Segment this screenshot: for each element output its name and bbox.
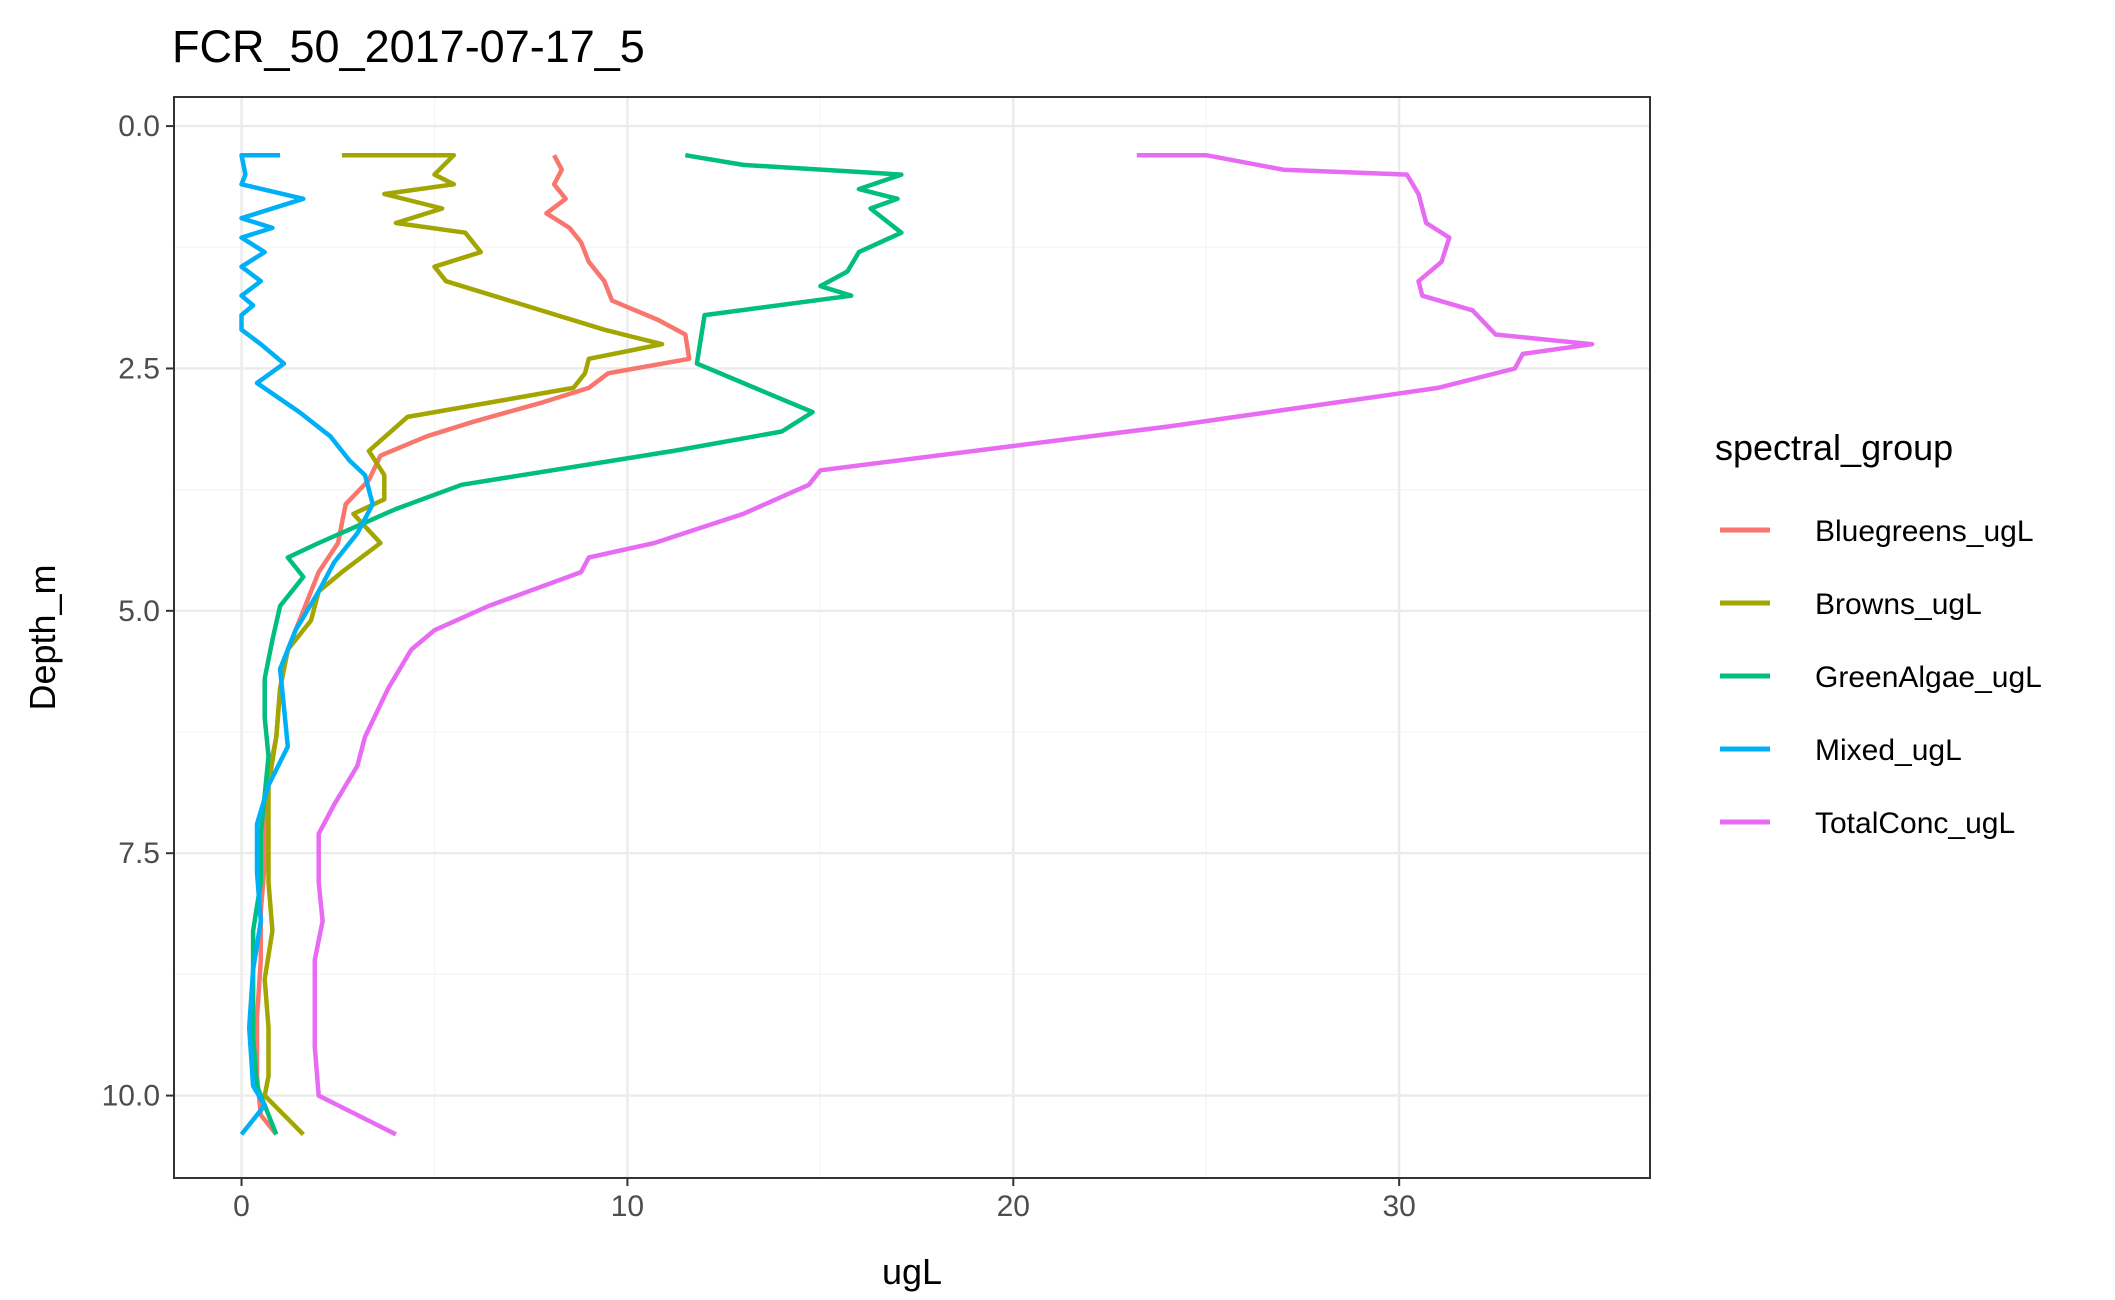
x-tick-label: 30 <box>1382 1190 1415 1223</box>
series-line-totalconc-ugl <box>312 152 1595 1137</box>
plot-panel-border <box>173 96 1651 1179</box>
legend-label-browns-ugl: Browns_ugL <box>1815 588 1982 621</box>
series-line-greenalgae-ugl <box>250 152 904 1136</box>
legend-label-mixed-ugl: Mixed_ugL <box>1815 734 1962 767</box>
y-tick-label: 2.5 <box>118 352 160 385</box>
y-tick-label: 5.0 <box>118 595 160 628</box>
legend: spectral_group Bluegreens_ugL Browns_ugL G… <box>1715 427 2042 840</box>
axes: 0 10 20 30 0.0 2.5 5.0 7.5 10.0 <box>102 110 1416 1223</box>
y-tick-label: 7.5 <box>118 837 160 870</box>
legend-title: spectral_group <box>1715 427 1953 468</box>
series-line-browns-ugl <box>262 152 665 1136</box>
grid <box>174 97 1650 1178</box>
x-tick-label: 20 <box>997 1190 1030 1223</box>
y-tick-label: 10.0 <box>102 1080 160 1113</box>
legend-label-greenalgae-ugl: GreenAlgae_ugL <box>1815 661 2042 694</box>
y-axis-title: Depth_m <box>22 564 63 710</box>
data-series <box>239 152 1595 1137</box>
x-axis-title: ugL <box>882 1251 942 1292</box>
legend-label-totalconc-ugl: TotalConc_ugL <box>1815 807 2015 840</box>
chart-title: FCR_50_2017-07-17_5 <box>172 21 645 72</box>
legend-label-bluegreens-ugl: Bluegreens_ugL <box>1815 515 2034 548</box>
x-tick-label: 10 <box>611 1190 644 1223</box>
y-tick-label: 0.0 <box>118 110 160 143</box>
series-line-mixed-ugl <box>239 152 375 1136</box>
x-tick-label: 0 <box>233 1190 250 1223</box>
series-line-bluegreens-ugl <box>254 154 692 1136</box>
